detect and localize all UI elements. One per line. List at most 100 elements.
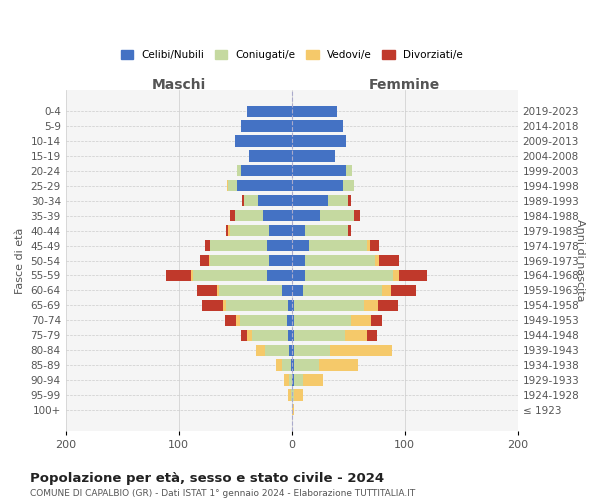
Bar [330, 344, 392, 356]
Bar [345, 330, 367, 341]
Bar [319, 360, 358, 370]
Bar [367, 240, 370, 251]
Bar [191, 270, 193, 281]
Bar [244, 195, 258, 206]
Bar [269, 225, 292, 236]
Bar [294, 300, 364, 311]
Bar [305, 270, 394, 281]
Bar [211, 240, 267, 251]
Bar [292, 240, 309, 251]
Bar [292, 300, 294, 311]
Bar [289, 300, 292, 311]
Text: Femmine: Femmine [369, 78, 440, 92]
Bar [217, 285, 220, 296]
Bar [382, 285, 391, 296]
Bar [399, 270, 427, 281]
Bar [193, 270, 267, 281]
Bar [292, 314, 294, 326]
Bar [305, 225, 348, 236]
Bar [343, 180, 354, 192]
Y-axis label: Anni di nascita: Anni di nascita [575, 220, 585, 302]
Bar [294, 360, 319, 370]
Bar [289, 390, 290, 400]
Bar [289, 344, 292, 356]
Bar [238, 166, 241, 176]
Bar [220, 285, 281, 296]
Bar [294, 374, 303, 386]
Bar [241, 120, 292, 132]
Bar [226, 225, 229, 236]
Bar [166, 270, 191, 281]
Bar [292, 360, 294, 370]
Bar [292, 210, 320, 222]
Bar [226, 300, 289, 311]
Bar [292, 374, 294, 386]
Bar [292, 180, 343, 192]
Bar [354, 210, 359, 222]
Bar [292, 285, 303, 296]
Text: Maschi: Maschi [152, 78, 206, 92]
Bar [394, 270, 399, 281]
Bar [269, 255, 292, 266]
Bar [305, 255, 376, 266]
Text: COMUNE DI CAPALBIO (GR) - Dati ISTAT 1° gennaio 2024 - Elaborazione TUTTITALIA.I: COMUNE DI CAPALBIO (GR) - Dati ISTAT 1° … [30, 488, 415, 498]
Text: Popolazione per età, sesso e stato civile - 2024: Popolazione per età, sesso e stato civil… [30, 472, 384, 485]
Bar [292, 225, 305, 236]
Bar [290, 360, 292, 370]
Bar [292, 344, 294, 356]
Bar [348, 225, 350, 236]
Bar [292, 195, 328, 206]
Bar [320, 210, 354, 222]
Bar [367, 330, 377, 341]
Bar [267, 270, 292, 281]
Bar [292, 120, 343, 132]
Bar [292, 404, 294, 415]
Bar [252, 330, 289, 341]
Bar [364, 300, 377, 311]
Bar [235, 210, 263, 222]
Bar [241, 330, 247, 341]
Bar [303, 285, 382, 296]
Bar [289, 374, 292, 386]
Bar [230, 225, 269, 236]
Bar [229, 225, 230, 236]
Bar [294, 344, 330, 356]
Bar [292, 390, 294, 400]
Bar [289, 330, 292, 341]
Bar [229, 180, 238, 192]
Bar [211, 255, 269, 266]
Bar [235, 136, 292, 146]
Bar [292, 166, 346, 176]
Bar [348, 195, 350, 206]
Bar [276, 360, 281, 370]
Bar [265, 344, 289, 356]
Bar [284, 374, 289, 386]
Legend: Celibi/Nubili, Coniugati/e, Vedovi/e, Divorziati/e: Celibi/Nubili, Coniugati/e, Vedovi/e, Di… [116, 46, 467, 64]
Bar [328, 195, 348, 206]
Bar [256, 344, 265, 356]
Bar [230, 210, 235, 222]
Bar [267, 240, 292, 251]
Bar [241, 166, 292, 176]
Bar [376, 255, 379, 266]
Bar [209, 255, 211, 266]
Bar [242, 195, 244, 206]
Bar [263, 210, 292, 222]
Bar [292, 136, 346, 146]
Bar [309, 240, 367, 251]
Bar [281, 360, 290, 370]
Bar [292, 150, 335, 162]
Bar [202, 300, 223, 311]
Bar [377, 300, 398, 311]
Bar [225, 314, 236, 326]
Bar [391, 285, 416, 296]
Bar [281, 285, 292, 296]
Bar [370, 240, 379, 251]
Bar [247, 330, 252, 341]
Bar [290, 390, 292, 400]
Bar [371, 314, 382, 326]
Bar [247, 106, 292, 117]
Bar [227, 180, 229, 192]
Bar [236, 314, 240, 326]
Bar [258, 195, 292, 206]
